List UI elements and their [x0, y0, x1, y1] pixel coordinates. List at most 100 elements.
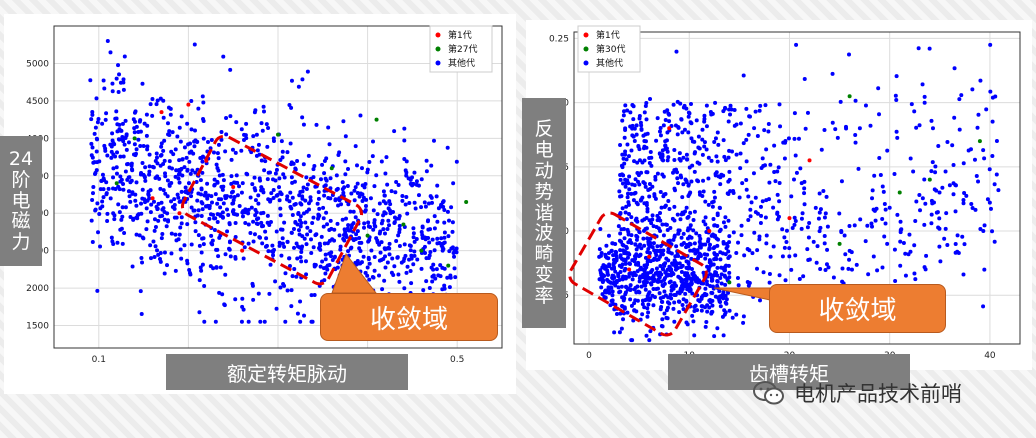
- data-point: [300, 77, 305, 82]
- data-point: [392, 220, 397, 225]
- data-point: [213, 192, 218, 197]
- data-point: [279, 139, 284, 144]
- data-point: [193, 220, 198, 225]
- data-point: [658, 211, 663, 216]
- data-point: [127, 175, 132, 180]
- data-point: [287, 256, 292, 261]
- data-point: [840, 266, 845, 271]
- x-tick-label: 0.5: [450, 355, 464, 365]
- data-point: [777, 199, 782, 204]
- data-point: [121, 80, 126, 85]
- data-point: [819, 147, 824, 152]
- data-point: [96, 116, 101, 121]
- data-point: [709, 158, 714, 163]
- data-point: [338, 247, 343, 252]
- data-point: [328, 176, 333, 181]
- data-point: [354, 232, 359, 237]
- data-point: [445, 209, 450, 214]
- data-point: [730, 315, 735, 320]
- data-point: [392, 129, 397, 134]
- data-point: [705, 252, 710, 257]
- data-point: [280, 227, 285, 232]
- data-point: [822, 215, 827, 220]
- data-point: [187, 268, 192, 273]
- data-point: [627, 271, 632, 276]
- data-point: [215, 219, 220, 224]
- data-point: [219, 137, 224, 142]
- data-point: [287, 102, 292, 107]
- data-point: [396, 272, 401, 277]
- data-point: [414, 237, 419, 242]
- data-point: [159, 110, 164, 115]
- data-point: [692, 304, 697, 309]
- data-point: [445, 145, 450, 150]
- data-point: [220, 187, 225, 192]
- data-point: [957, 97, 962, 102]
- data-point: [647, 160, 652, 165]
- data-point: [755, 266, 760, 271]
- data-point: [148, 256, 153, 261]
- data-point: [207, 216, 212, 221]
- data-point: [698, 236, 703, 241]
- data-point: [665, 158, 670, 163]
- data-point: [943, 226, 948, 231]
- data-point: [228, 254, 233, 259]
- data-point: [386, 223, 391, 228]
- data-point: [641, 133, 646, 138]
- data-point: [335, 221, 340, 226]
- data-point: [421, 288, 426, 293]
- data-point: [165, 194, 170, 199]
- data-point: [641, 272, 646, 277]
- data-point: [880, 184, 885, 189]
- data-point: [394, 239, 399, 244]
- data-point: [196, 191, 201, 196]
- data-point: [660, 266, 665, 271]
- data-point: [978, 78, 983, 83]
- data-point: [610, 289, 615, 294]
- data-point: [159, 200, 164, 205]
- data-point: [638, 265, 643, 270]
- data-point: [748, 207, 753, 212]
- data-point: [637, 229, 642, 234]
- data-point: [396, 216, 401, 221]
- data-point: [723, 215, 728, 220]
- data-point: [175, 192, 180, 197]
- data-point: [381, 227, 386, 232]
- data-point: [892, 172, 897, 177]
- data-point: [981, 148, 986, 153]
- data-point: [419, 248, 424, 253]
- data-point: [106, 186, 111, 191]
- data-point: [239, 127, 244, 132]
- data-point: [188, 141, 193, 146]
- data-point: [778, 124, 783, 129]
- data-point: [377, 201, 382, 206]
- data-point: [914, 199, 919, 204]
- data-point: [265, 177, 270, 182]
- data-point: [442, 208, 447, 213]
- data-point: [259, 158, 264, 163]
- data-point: [118, 179, 123, 184]
- data-point: [319, 234, 324, 239]
- data-point: [707, 242, 712, 247]
- data-point: [786, 136, 791, 141]
- data-point: [199, 250, 204, 255]
- data-point: [937, 190, 942, 195]
- data-point: [183, 185, 188, 190]
- data-point: [698, 252, 703, 257]
- data-point: [662, 289, 667, 294]
- data-point: [273, 279, 278, 284]
- data-point: [185, 258, 190, 263]
- data-point: [973, 207, 978, 212]
- data-point: [647, 155, 652, 160]
- data-point: [609, 266, 614, 271]
- data-point: [450, 220, 455, 225]
- x-tick-label: 40: [984, 351, 996, 361]
- data-point: [726, 249, 731, 254]
- data-point: [341, 232, 346, 237]
- data-point: [134, 180, 139, 185]
- data-point: [701, 189, 706, 194]
- data-point: [147, 172, 152, 177]
- data-point: [139, 256, 144, 261]
- data-point: [605, 277, 610, 282]
- data-point: [378, 229, 383, 234]
